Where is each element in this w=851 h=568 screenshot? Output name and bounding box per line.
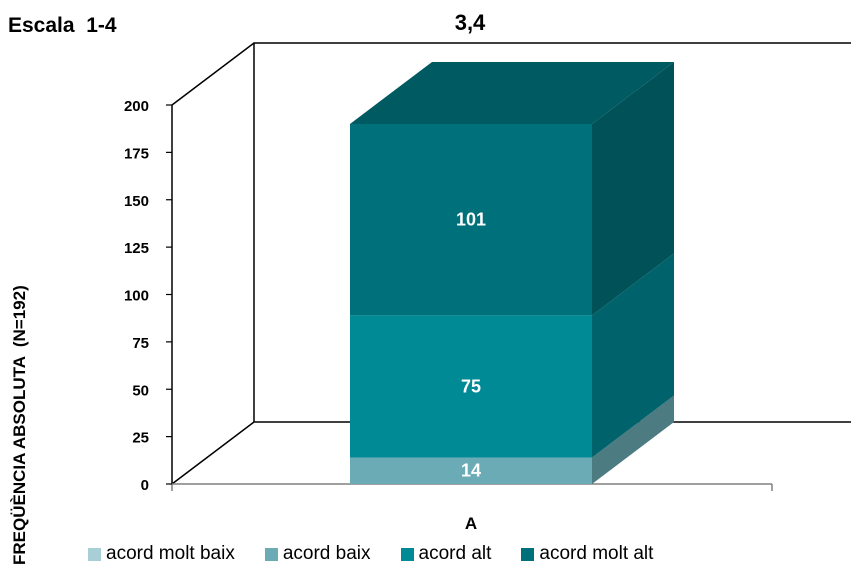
data-label: 75 xyxy=(461,376,481,396)
legend: acord molt baix acord baix acord alt acord … xyxy=(88,543,683,565)
y-tick-label: 125 xyxy=(124,240,149,257)
y-tick-label: 25 xyxy=(132,430,149,447)
bar-side-acord-baix xyxy=(592,395,674,484)
legend-swatch xyxy=(264,547,278,561)
scale-title: Escala 1-4 xyxy=(8,14,117,37)
bar-top-face xyxy=(350,61,674,124)
y-tick-label: 0 xyxy=(141,477,149,494)
bar-side-acord-alt xyxy=(592,253,674,458)
legend-item: acord alt xyxy=(400,543,492,565)
legend-item: acord baix xyxy=(264,543,371,565)
legend-label: acord molt alt xyxy=(539,543,654,564)
data-label: 14 xyxy=(461,461,481,481)
legend-item: acord molt baix xyxy=(88,543,235,565)
bar-segment-acord-molt-alt xyxy=(350,123,592,316)
y-tick-label: 150 xyxy=(124,193,149,210)
x-tick-label: A xyxy=(465,514,477,533)
chart-title: 3,4 xyxy=(454,10,486,35)
y-tick-label: 200 xyxy=(124,98,149,115)
legend-swatch xyxy=(400,547,414,561)
data-label: 101 xyxy=(456,210,486,230)
legend-item: acord molt alt xyxy=(521,543,653,565)
bar-segment-acord-alt xyxy=(350,315,592,458)
legend-swatch xyxy=(521,547,535,561)
legend-swatch xyxy=(88,547,101,561)
y-tick-label: 175 xyxy=(124,145,149,162)
y-tick-label: 50 xyxy=(132,382,149,399)
legend-label: acord molt baix xyxy=(106,543,235,564)
legend-label: acord alt xyxy=(418,543,492,564)
y-tick-label: 100 xyxy=(124,288,149,305)
legend-label: acord baix xyxy=(282,543,371,564)
bar-segment-acord-baix xyxy=(350,457,592,484)
bar-side-acord-molt-alt xyxy=(592,61,674,316)
y-tick-label: 75 xyxy=(132,335,149,352)
